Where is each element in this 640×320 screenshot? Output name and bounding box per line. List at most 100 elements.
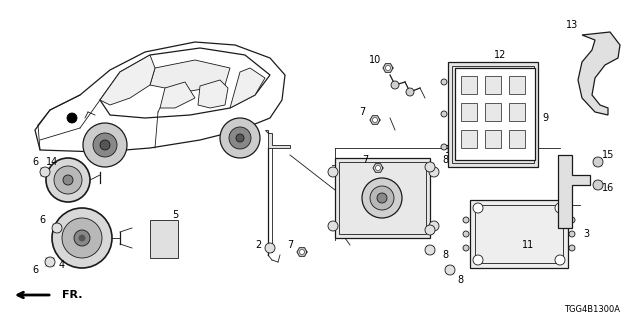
Circle shape (40, 167, 50, 177)
Text: 7: 7 (362, 155, 368, 165)
Text: 3: 3 (583, 229, 589, 239)
Circle shape (220, 118, 260, 158)
Bar (339, 162, 426, 234)
Circle shape (328, 167, 338, 177)
Circle shape (385, 66, 390, 70)
Text: TGG4B1300A: TGG4B1300A (564, 306, 620, 315)
Circle shape (406, 88, 414, 96)
Polygon shape (100, 48, 270, 118)
Bar (485, 103, 501, 121)
Circle shape (441, 111, 447, 117)
Text: 16: 16 (602, 183, 614, 193)
Text: 7: 7 (287, 240, 293, 250)
Text: 6: 6 (39, 215, 45, 225)
Circle shape (372, 117, 378, 123)
Circle shape (463, 231, 469, 237)
Text: FR.: FR. (62, 290, 83, 300)
Polygon shape (150, 60, 230, 92)
Circle shape (441, 79, 447, 85)
Circle shape (265, 243, 275, 253)
Polygon shape (160, 82, 195, 108)
Circle shape (377, 193, 387, 203)
Circle shape (429, 167, 439, 177)
Circle shape (100, 140, 110, 150)
Circle shape (370, 186, 394, 210)
Circle shape (463, 217, 469, 223)
Circle shape (429, 221, 439, 231)
Circle shape (62, 218, 102, 258)
Bar (482, 94, 500, 108)
Circle shape (79, 235, 85, 241)
Text: 14: 14 (46, 157, 58, 167)
Bar (461, 130, 477, 148)
Circle shape (555, 203, 565, 213)
Bar (482, 72, 500, 86)
Circle shape (555, 255, 565, 265)
Circle shape (300, 250, 305, 254)
Bar (456, 72, 474, 86)
Bar (456, 94, 474, 108)
Circle shape (328, 221, 338, 231)
Bar (452, 66, 534, 163)
Circle shape (52, 223, 62, 233)
Text: 7: 7 (359, 107, 365, 117)
Text: 12: 12 (494, 50, 506, 60)
Polygon shape (265, 130, 290, 148)
Bar (470, 200, 568, 268)
Bar (509, 103, 525, 121)
Polygon shape (100, 55, 155, 105)
Text: 6: 6 (32, 265, 38, 275)
Text: 8: 8 (442, 155, 448, 165)
Polygon shape (230, 68, 265, 108)
Text: 13: 13 (566, 20, 578, 30)
Bar (475, 205, 563, 263)
Circle shape (52, 208, 112, 268)
Bar (485, 76, 501, 94)
Text: 1: 1 (445, 145, 451, 155)
Circle shape (445, 265, 455, 275)
Circle shape (593, 157, 603, 167)
Bar (461, 103, 477, 121)
Circle shape (54, 166, 82, 194)
Bar (456, 138, 474, 152)
Circle shape (391, 81, 399, 89)
Circle shape (46, 158, 90, 202)
Bar (509, 76, 525, 94)
Circle shape (425, 225, 435, 235)
Circle shape (441, 144, 447, 150)
Bar (482, 116, 500, 130)
Text: 15: 15 (602, 150, 614, 160)
Text: 6: 6 (32, 157, 38, 167)
Bar (509, 130, 525, 148)
Bar (508, 72, 526, 86)
Bar (485, 130, 501, 148)
Circle shape (93, 133, 117, 157)
Bar (508, 116, 526, 130)
Polygon shape (578, 32, 620, 115)
Circle shape (63, 175, 73, 185)
Polygon shape (198, 80, 228, 108)
Bar (461, 76, 477, 94)
Circle shape (473, 203, 483, 213)
Polygon shape (35, 42, 285, 152)
Circle shape (376, 165, 381, 171)
Bar (335, 158, 430, 238)
Polygon shape (383, 64, 393, 72)
Circle shape (229, 127, 251, 149)
Bar (455, 68, 535, 160)
Polygon shape (373, 164, 383, 172)
Circle shape (74, 230, 90, 246)
Text: 8: 8 (442, 250, 448, 260)
Text: 8: 8 (457, 275, 463, 285)
Circle shape (473, 255, 483, 265)
Polygon shape (370, 116, 380, 124)
Bar (150, 220, 178, 258)
Circle shape (425, 162, 435, 172)
Circle shape (593, 180, 603, 190)
Bar (508, 94, 526, 108)
Bar (482, 138, 500, 152)
Text: 10: 10 (369, 55, 381, 65)
Text: 9: 9 (542, 113, 548, 123)
Text: 5: 5 (172, 210, 178, 220)
Circle shape (45, 257, 55, 267)
